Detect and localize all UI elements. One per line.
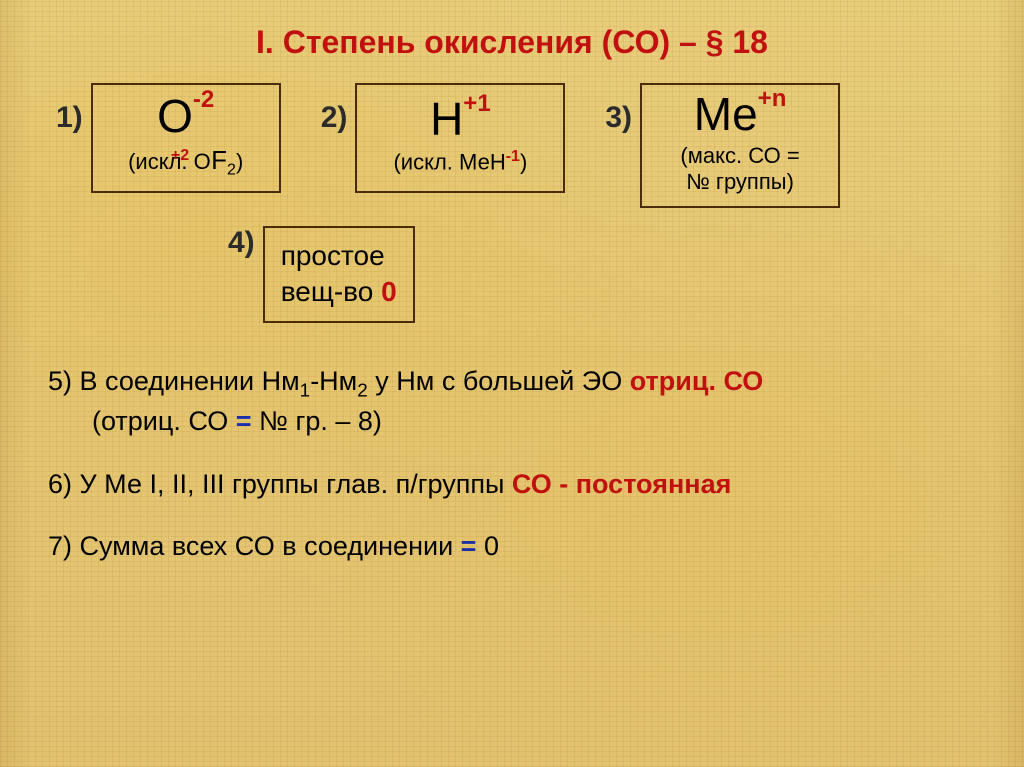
slide-content: I. Степень окисления (СО) – § 18 1) O-2 … xyxy=(0,0,1024,767)
box-oxygen: O-2 (искл. О +2F2) xyxy=(91,83,281,193)
hydrogen-exception: (искл. МеН-1) xyxy=(371,148,549,175)
oxygen-exception: (искл. О +2F2) xyxy=(107,145,265,179)
r6-b: СО - постоянная xyxy=(512,469,731,499)
excl-h-text: (искл. МеН xyxy=(393,150,505,175)
item-1-number: 1) xyxy=(56,101,83,135)
r5-sub1: 1 xyxy=(300,380,311,401)
r7-a: 7) Сумма всех СО в соединении xyxy=(48,531,461,561)
box4-row: 4) простое вещ-во 0 xyxy=(228,226,976,323)
r7-eq: = xyxy=(461,531,477,561)
metal-note: (макс. СО = № группы) xyxy=(656,143,824,196)
item-3-number: 3) xyxy=(605,101,632,135)
r5-l2c: № гр. – 8) xyxy=(252,406,382,436)
metal-note-l2: № группы) xyxy=(686,169,794,194)
rules-list: 5) В соединении Нм1-Нм2 у Нм с большей Э… xyxy=(48,363,976,565)
excl-close: ) xyxy=(236,149,243,174)
excl-h-close: ) xyxy=(520,150,527,175)
f-sub: 2 xyxy=(227,161,236,178)
r7-c: 0 xyxy=(476,531,499,561)
simple-line1: простое xyxy=(281,238,397,274)
metal-charge: +n xyxy=(758,85,787,112)
r6-a: 6) У Ме I, II, III группы глав. п/группы xyxy=(48,469,512,499)
meh-charge: -1 xyxy=(506,148,520,165)
hydrogen-symbol: H+1 xyxy=(371,96,549,142)
element-me: Me xyxy=(694,88,758,140)
rule-6: 6) У Ме I, II, III группы глав. п/группы… xyxy=(48,466,976,502)
simple-line2: вещ-во 0 xyxy=(281,274,397,310)
rule-5: 5) В соединении Нм1-Нм2 у Нм с большей Э… xyxy=(48,363,976,440)
f-symbol: F xyxy=(211,145,227,175)
r5-a: 5) В соединении Нм xyxy=(48,366,300,396)
r5-sub2: 2 xyxy=(357,380,368,401)
box-hydrogen: H+1 (искл. МеН-1) xyxy=(355,83,565,193)
r5-eq: = xyxy=(236,406,252,436)
zero-value: 0 xyxy=(381,276,397,307)
item-4-number: 4) xyxy=(228,226,255,260)
oxygen-charge: -2 xyxy=(193,86,214,113)
hydrogen-charge: +1 xyxy=(463,90,490,117)
r5-b: -Нм xyxy=(310,366,357,396)
page-title: I. Степень окисления (СО) – § 18 xyxy=(48,24,976,61)
boxes-row: 1) O-2 (искл. О +2F2) 2) H+1 (искл. МеН-… xyxy=(48,83,976,208)
r5-l2a: (отриц. СО xyxy=(92,406,236,436)
simple-l2a: вещ-во xyxy=(281,276,381,307)
metal-note-l1: (макс. СО = xyxy=(680,143,799,168)
element-h: H xyxy=(430,93,463,145)
r5-c: у Нм с большей ЭО xyxy=(368,366,630,396)
oxygen-symbol: O-2 xyxy=(107,93,265,139)
element-o: O xyxy=(157,90,193,142)
of2-charge: +2 xyxy=(171,147,189,164)
metal-symbol: Me+n xyxy=(656,91,824,137)
box-metal: Me+n (макс. СО = № группы) xyxy=(640,83,840,208)
box-simple-substance: простое вещ-во 0 xyxy=(263,226,415,323)
r5-d: отриц. СО xyxy=(630,366,764,396)
item-2-number: 2) xyxy=(321,101,348,135)
r5-line2: (отриц. СО = № гр. – 8) xyxy=(48,403,976,439)
rule-7: 7) Сумма всех СО в соединении = 0 xyxy=(48,528,976,564)
